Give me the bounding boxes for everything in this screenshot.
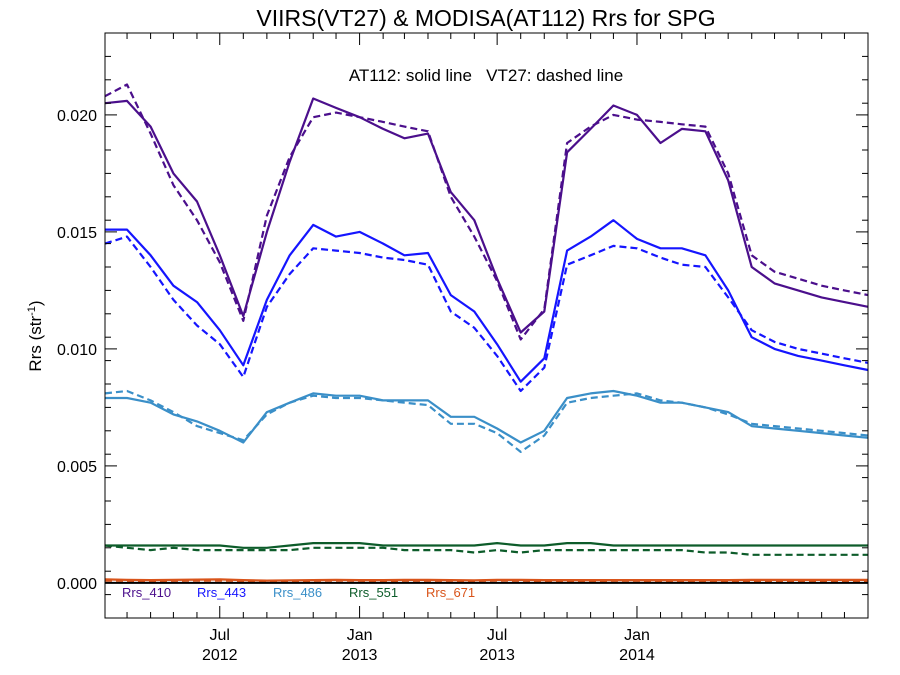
series-line-rrs-486-solid — [105, 389, 869, 444]
x-tick-year-label: 2012 — [202, 647, 238, 664]
series-line-rrs-551-solid — [105, 541, 868, 549]
legend-item-rrs-443: Rrs_443 — [197, 585, 246, 600]
x-tick-year-label: 2014 — [619, 647, 655, 664]
x-tick-month-label: Jan — [624, 627, 650, 644]
legend-item-rrs-410: Rrs_410 — [122, 585, 171, 600]
legend: Rrs_410 Rrs_443 Rrs_486 Rrs_551 Rrs_671 — [122, 585, 475, 600]
legend-item-rrs-671: Rrs_671 — [426, 585, 475, 600]
series-line-rrs-443-dashed — [104, 235, 869, 393]
series-line-rrs-551-dashed — [104, 544, 868, 556]
y-tick-label: 0.015 — [57, 225, 97, 242]
line-style-annotation: AT112: solid line VT27: dashed line — [349, 66, 623, 85]
plot-frame — [104, 32, 869, 619]
y-tick-label: 0.000 — [57, 576, 97, 593]
y-axis-label-exponent: -1 — [26, 306, 38, 316]
series-line-rrs-486-dashed — [104, 389, 869, 453]
x-tick-month-label: Jul — [487, 627, 507, 644]
y-tick-label: 0.020 — [57, 108, 97, 125]
y-axis-label-text: Rrs (str — [26, 316, 45, 372]
y-tick-label: 0.005 — [57, 459, 97, 476]
y-tick-label: 0.010 — [57, 342, 97, 359]
y-axis-label-close: ) — [26, 300, 45, 306]
series-line-rrs-443-solid — [105, 219, 869, 383]
chart-title: VIIRS(VT27) & MODISA(AT112) Rrs for SPG — [256, 5, 715, 31]
legend-item-rrs-551: Rrs_551 — [349, 585, 398, 600]
legend-item-rrs-486: Rrs_486 — [273, 585, 322, 600]
y-axis-label: Rrs (str-1) — [26, 300, 45, 371]
x-tick-year-label: 2013 — [479, 647, 515, 664]
series-line-rrs-671-dashed — [104, 579, 868, 583]
x-tick-month-label: Jul — [210, 627, 230, 644]
x-tick-month-label: Jan — [347, 627, 373, 644]
axis-layer: 0.000 0.005 0.010 0.015 0.020 Jul 2012 Jan 2013 J… — [57, 33, 868, 664]
series-layer — [104, 83, 869, 583]
x-tick-year-label: 2013 — [342, 647, 378, 664]
series-line-rrs-410-solid — [104, 97, 869, 334]
series-line-rrs-410-dashed — [104, 83, 869, 341]
